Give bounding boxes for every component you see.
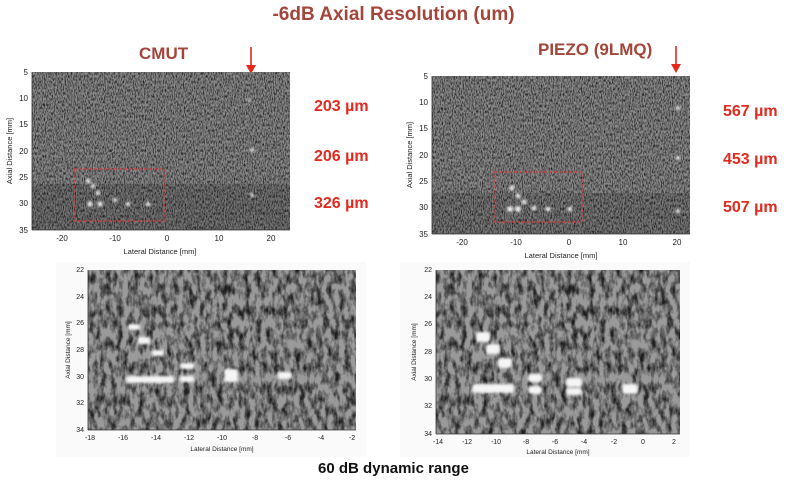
cmut-x-label: Lateral Distance [mm] — [124, 247, 197, 256]
piezo-zoom-y-tick: 34 — [424, 431, 432, 438]
cmut-resolution-3: 326 µm — [314, 195, 369, 212]
piezo-zoom-y-tick: 32 — [424, 403, 432, 410]
cmut-zoom-x-tick: -12 — [184, 435, 194, 442]
piezo-y-tick: 30 — [419, 203, 428, 212]
piezo-zoom-y-tick: 24 — [424, 294, 432, 301]
cmut-zoom-y-tick: 26 — [76, 320, 84, 327]
cmut-arrow-icon — [246, 47, 256, 74]
cmut-zoom-y-label: Axial Distance [mm] — [65, 321, 72, 379]
piezo-zoom-x-tick: -2 — [611, 439, 617, 446]
piezo-zoom-y-tick: 26 — [424, 321, 432, 328]
cmut-y-tick: 20 — [19, 147, 28, 156]
cmut-zoom-x-tick: -2 — [349, 435, 355, 442]
piezo-x-label: Lateral Distance [mm] — [525, 251, 598, 260]
cmut-zoom-y-tick: 22 — [76, 267, 84, 274]
cmut-zoom-y-tick: 30 — [76, 374, 84, 381]
cmut-y-tick: 15 — [19, 120, 28, 129]
piezo-x-tick: 20 — [673, 238, 682, 247]
cmut-x-tick: 10 — [215, 234, 224, 243]
cmut-zoom-x-tick: -18 — [85, 435, 95, 442]
piezo-zoom-x-tick: -10 — [491, 439, 501, 446]
cmut-x-tick: 0 — [165, 234, 170, 243]
piezo-zoom-x-tick: 2 — [672, 439, 676, 446]
piezo-x-tick: -10 — [510, 238, 522, 247]
cmut-heading: CMUT — [139, 44, 189, 63]
piezo-zoom-x-tick: -4 — [581, 439, 587, 446]
cmut-y-tick: 30 — [19, 199, 28, 208]
cmut-zoom-y-tick: 34 — [76, 427, 84, 434]
piezo-y-tick: 35 — [419, 230, 428, 239]
piezo-x-tick: 10 — [619, 238, 628, 247]
piezo-y-tick: 5 — [424, 72, 429, 81]
piezo-resolution-2: 453 µm — [723, 151, 778, 168]
piezo-zoom-x-tick: -12 — [462, 439, 472, 446]
cmut-zoom-x-tick: -16 — [118, 435, 128, 442]
dynamic-range-caption: 60 dB dynamic range — [318, 460, 469, 477]
cmut-y-tick: 10 — [19, 94, 28, 103]
cmut-main-plot: 5 10 15 20 25 30 35 -20 -10 0 10 20 Late… — [5, 68, 290, 256]
piezo-resolution-3: 507 µm — [723, 199, 778, 216]
piezo-zoom-x-tick: -14 — [433, 439, 443, 446]
piezo-zoom-x-label: Lateral Distance [mm] — [526, 449, 589, 456]
piezo-zoom-x-tick: -8 — [523, 439, 529, 446]
cmut-zoom-x-label: Lateral Distance [mm] — [190, 446, 253, 453]
cmut-y-tick: 5 — [24, 68, 29, 77]
piezo-heading: PIEZO (9LMQ) — [538, 40, 653, 59]
cmut-zoom-x-tick: -6 — [285, 435, 291, 442]
piezo-zoom-plot: 22 24 26 28 30 32 34 -14 -12 -10 -8 -6 -… — [400, 262, 690, 457]
piezo-zoom-y-tick: 30 — [424, 376, 432, 383]
piezo-zoom-y-tick: 28 — [424, 349, 432, 356]
piezo-roi-box — [493, 171, 583, 223]
cmut-x-tick: -10 — [109, 234, 121, 243]
piezo-zoom-y-label: Axial Distance [mm] — [411, 323, 418, 381]
figure-title: -6dB Axial Resolution (um) — [272, 4, 515, 25]
piezo-x-tick: -20 — [456, 238, 468, 247]
cmut-zoom-x-tick: -8 — [252, 435, 258, 442]
piezo-arrow-icon — [671, 46, 681, 73]
cmut-roi-box — [73, 168, 165, 222]
cmut-y-label: Axial Distance [mm] — [5, 118, 14, 184]
cmut-zoom-y-tick: 28 — [76, 347, 84, 354]
cmut-zoom-y-tick: 32 — [76, 400, 84, 407]
piezo-zoom-y-tick: 22 — [424, 267, 432, 274]
piezo-resolution-1: 567 µm — [723, 103, 778, 120]
piezo-zoom-x-tick: -6 — [552, 439, 558, 446]
piezo-y-tick: 25 — [419, 177, 428, 186]
piezo-zoom-x-tick: 0 — [641, 439, 645, 446]
cmut-zoom-plot: 22 24 26 28 30 32 34 -18 -16 -14 -12 -10… — [56, 262, 366, 457]
cmut-y-tick: 25 — [19, 173, 28, 182]
piezo-y-tick: 20 — [419, 151, 428, 160]
piezo-y-tick: 15 — [419, 124, 428, 133]
cmut-x-tick: 20 — [267, 234, 276, 243]
cmut-resolution-2: 206 µm — [314, 148, 369, 165]
cmut-x-tick: -20 — [56, 234, 68, 243]
piezo-y-tick: 10 — [419, 98, 428, 107]
cmut-y-tick: 35 — [19, 226, 28, 235]
cmut-zoom-x-tick: -10 — [217, 435, 227, 442]
cmut-zoom-x-tick: -14 — [151, 435, 161, 442]
cmut-zoom-y-tick: 24 — [76, 294, 84, 301]
cmut-resolution-1: 203 µm — [314, 98, 369, 115]
cmut-zoom-x-tick: -4 — [318, 435, 324, 442]
piezo-y-label: Axial Distance [mm] — [405, 122, 414, 188]
piezo-x-tick: 0 — [567, 238, 572, 247]
piezo-main-plot: 5 10 15 20 25 30 35 -20 -10 0 10 20 Late… — [405, 72, 690, 260]
